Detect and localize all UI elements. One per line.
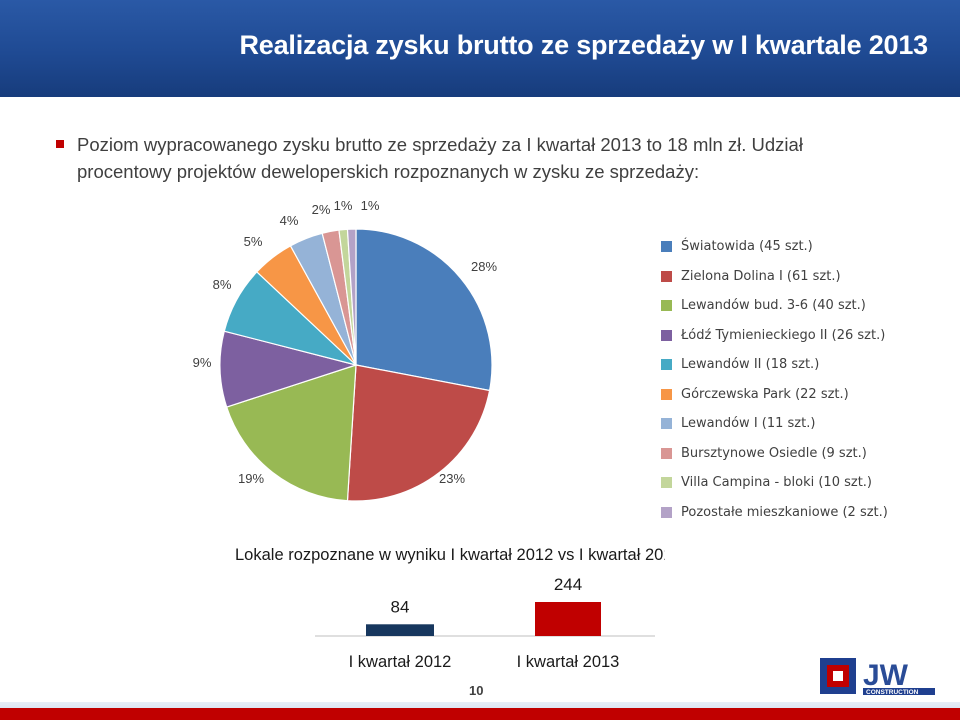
bar-1 [366,624,434,636]
legend-label: Bursztynowe Osiedle (9 szt.) [681,445,867,461]
legend-swatch [661,447,672,459]
pie-label-4: 9% [193,355,212,370]
legend-label: Lewandów I (11 szt.) [681,416,816,431]
bar-value-label: 84 [391,597,410,616]
legend-label: Lewandów bud. 3-6 (40 szt.) [681,298,866,313]
pie-label-7: 4% [280,213,299,228]
bar-2 [535,602,601,636]
legend-swatch [661,359,672,370]
title-bar: Realizacja zysku brutto ze sprzedaży w I… [0,0,960,97]
bullet-square-icon [56,140,64,148]
pie-label-8: 2% [312,202,331,217]
legend-label: Górczewska Park (22 szt.) [681,386,849,402]
footer-red-band [0,708,960,720]
legend-label: Lewandów II (18 szt.) [681,357,820,372]
legend-swatch [661,329,672,341]
bar-value-label: 244 [554,575,582,594]
jw-construction-logo: JW CONSTRUCTION [820,658,935,696]
pie-slice-1 [355,228,493,392]
pie-slice-2 [346,364,491,502]
legend-swatch [661,270,672,282]
bar-category-label: I kwartał 2012 [349,653,452,671]
legend-swatch [661,506,672,518]
logo-square-center [833,671,843,681]
logo-bar [863,688,935,695]
pie-label-5: 8% [213,277,232,292]
pie-label-1: 28% [471,259,497,274]
pie-label-6: 5% [244,234,263,249]
pie-slice-3 [225,364,357,502]
bar-chart: Lokale rozpoznane w wyniku I kwartał 201… [235,546,665,671]
logo-text: JW [863,659,909,692]
pie-chart: 28%23%19%9%8%5%4%2% 1% 1% [193,198,497,502]
legend-label: Łódź Tymienieckiego II (26 szt.) [681,327,886,343]
bullet-paragraph: Poziom wypracowanego zysku brutto ze spr… [56,131,888,185]
page-number: 10 [469,683,484,698]
legend-label: Pozostałe mieszkaniowe (2 szt.) [681,504,888,520]
legend-label: Villa Campina - bloki (10 szt.) [681,475,873,490]
legend-swatch [661,477,672,488]
logo-subtext: CONSTRUCTION [866,689,919,696]
pie-label-2: 23% [439,471,465,486]
legend-swatch [661,418,672,429]
legend-swatch [661,388,672,400]
legend-label: Światowida (45 szt.) [681,239,813,254]
legend-swatch [661,300,672,311]
pie-label-3: 19% [238,471,264,486]
bullet-text: Poziom wypracowanego zysku brutto ze spr… [77,134,803,182]
legend-swatch [661,241,672,252]
pie-label-9: 1% [334,198,353,213]
legend-label: Zielona Dolina I (61 szt.) [681,268,841,284]
bar-category-label: I kwartał 2013 [517,653,620,671]
bar-chart-title: Lokale rozpoznane w wyniku I kwartał 201… [235,546,665,564]
slide-title: Realizacja zysku brutto ze sprzedaży w I… [239,30,928,60]
pie-slice-10 [346,228,357,366]
pie-label-10: 1% [361,198,380,213]
